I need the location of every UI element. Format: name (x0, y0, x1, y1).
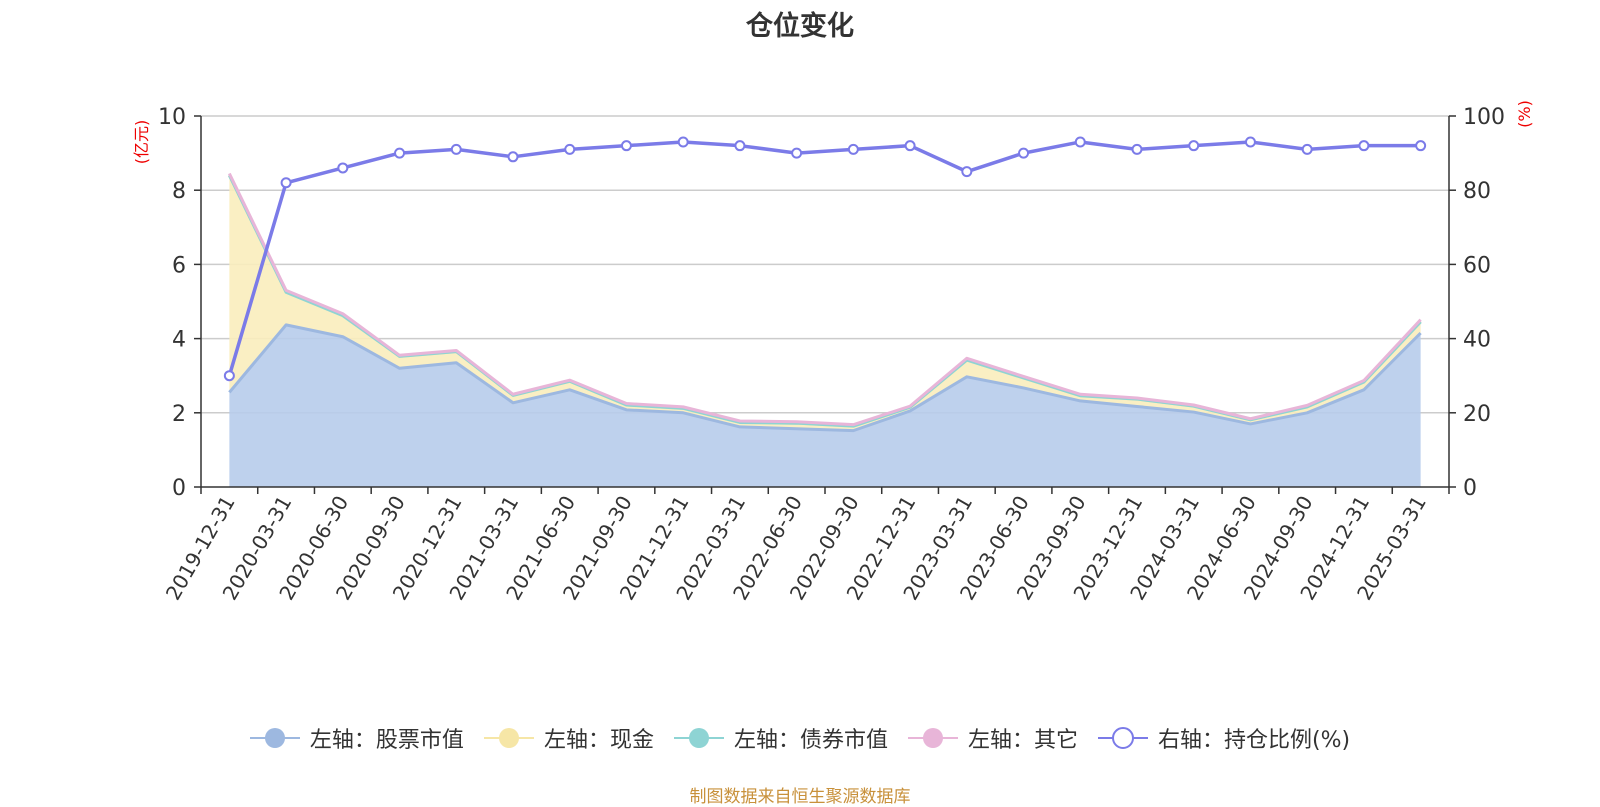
legend-marker-icon (249, 728, 300, 748)
legend-item[interactable]: 左轴：债券市值 (673, 722, 888, 754)
left-axis-tick-label: 0 (172, 476, 186, 501)
legend-label: 左轴：股票市值 (309, 728, 464, 753)
data-point (564, 143, 576, 155)
left-axis-tick-label: 4 (172, 328, 186, 353)
right-axis-tick-label: 20 (1463, 402, 1491, 427)
data-point (1244, 136, 1256, 148)
right-axis-tick-label: 80 (1463, 179, 1491, 204)
legend-label: 左轴：债券市值 (733, 728, 888, 753)
data-point (450, 143, 462, 155)
left-axis-tick-label: 8 (172, 179, 186, 204)
legend-item[interactable]: 左轴：其它 (907, 722, 1078, 754)
right-axis-unit: (%) (1515, 100, 1534, 128)
legend-label: 左轴：现金 (543, 728, 654, 753)
series-line-左轴：股票市值 (228, 323, 1422, 433)
legend-item[interactable]: 左轴：股票市值 (249, 722, 464, 754)
legend-item[interactable]: 右轴：持仓比例(%) (1097, 722, 1351, 754)
data-point (961, 166, 973, 178)
data-point (1074, 136, 1086, 148)
data-point (1301, 143, 1313, 155)
left-axis-tick-label: 6 (172, 253, 186, 278)
data-point (337, 162, 349, 174)
series-line-左轴：其它 (228, 172, 1422, 427)
data-point (1131, 143, 1143, 155)
legend-marker-icon (483, 728, 534, 748)
data-source-note: 制图数据来自恒生聚源数据库 (689, 787, 911, 807)
line-series (227, 140, 1422, 433)
legend-marker-icon (907, 728, 958, 748)
data-point (1358, 140, 1370, 152)
data-point (223, 370, 235, 382)
data-point (507, 151, 519, 163)
left-axis-tick-label: 10 (158, 105, 186, 130)
chart-title: 仓位变化 (746, 11, 854, 42)
legend-marker-icon (1097, 727, 1148, 749)
right-axis-tick-label: 100 (1463, 105, 1505, 130)
left-axis-unit: (亿元) (132, 120, 151, 165)
area-左轴：股票市值 (229, 324, 1421, 487)
data-point (1018, 147, 1030, 159)
data-point (620, 140, 632, 152)
left-axis-tick-label: 2 (172, 402, 186, 427)
data-point (791, 147, 803, 159)
legend-label: 右轴：持仓比例(%) (1157, 728, 1351, 753)
legend-marker-icon (673, 728, 724, 748)
data-point (1415, 140, 1427, 152)
data-point (847, 143, 859, 155)
right-axis-tick-label: 60 (1463, 253, 1491, 278)
right-axis-tick-label: 0 (1463, 476, 1477, 501)
area-series (229, 173, 1421, 487)
data-point (1188, 140, 1200, 152)
legend: 左轴：股票市值 左轴：现金 左轴：债券市值 左轴：其它 右轴：持仓比例(%) (0, 722, 1600, 754)
data-point (904, 140, 916, 152)
legend-item[interactable]: 左轴：现金 (483, 722, 654, 754)
right-axis-tick-label: 40 (1463, 328, 1491, 353)
data-point (677, 136, 689, 148)
data-point (394, 147, 406, 159)
data-points (223, 136, 1427, 382)
legend-label: 左轴：其它 (967, 728, 1078, 753)
series-line-右轴：持仓比例(%) (227, 140, 1421, 377)
data-point (280, 177, 292, 189)
data-point (734, 140, 746, 152)
